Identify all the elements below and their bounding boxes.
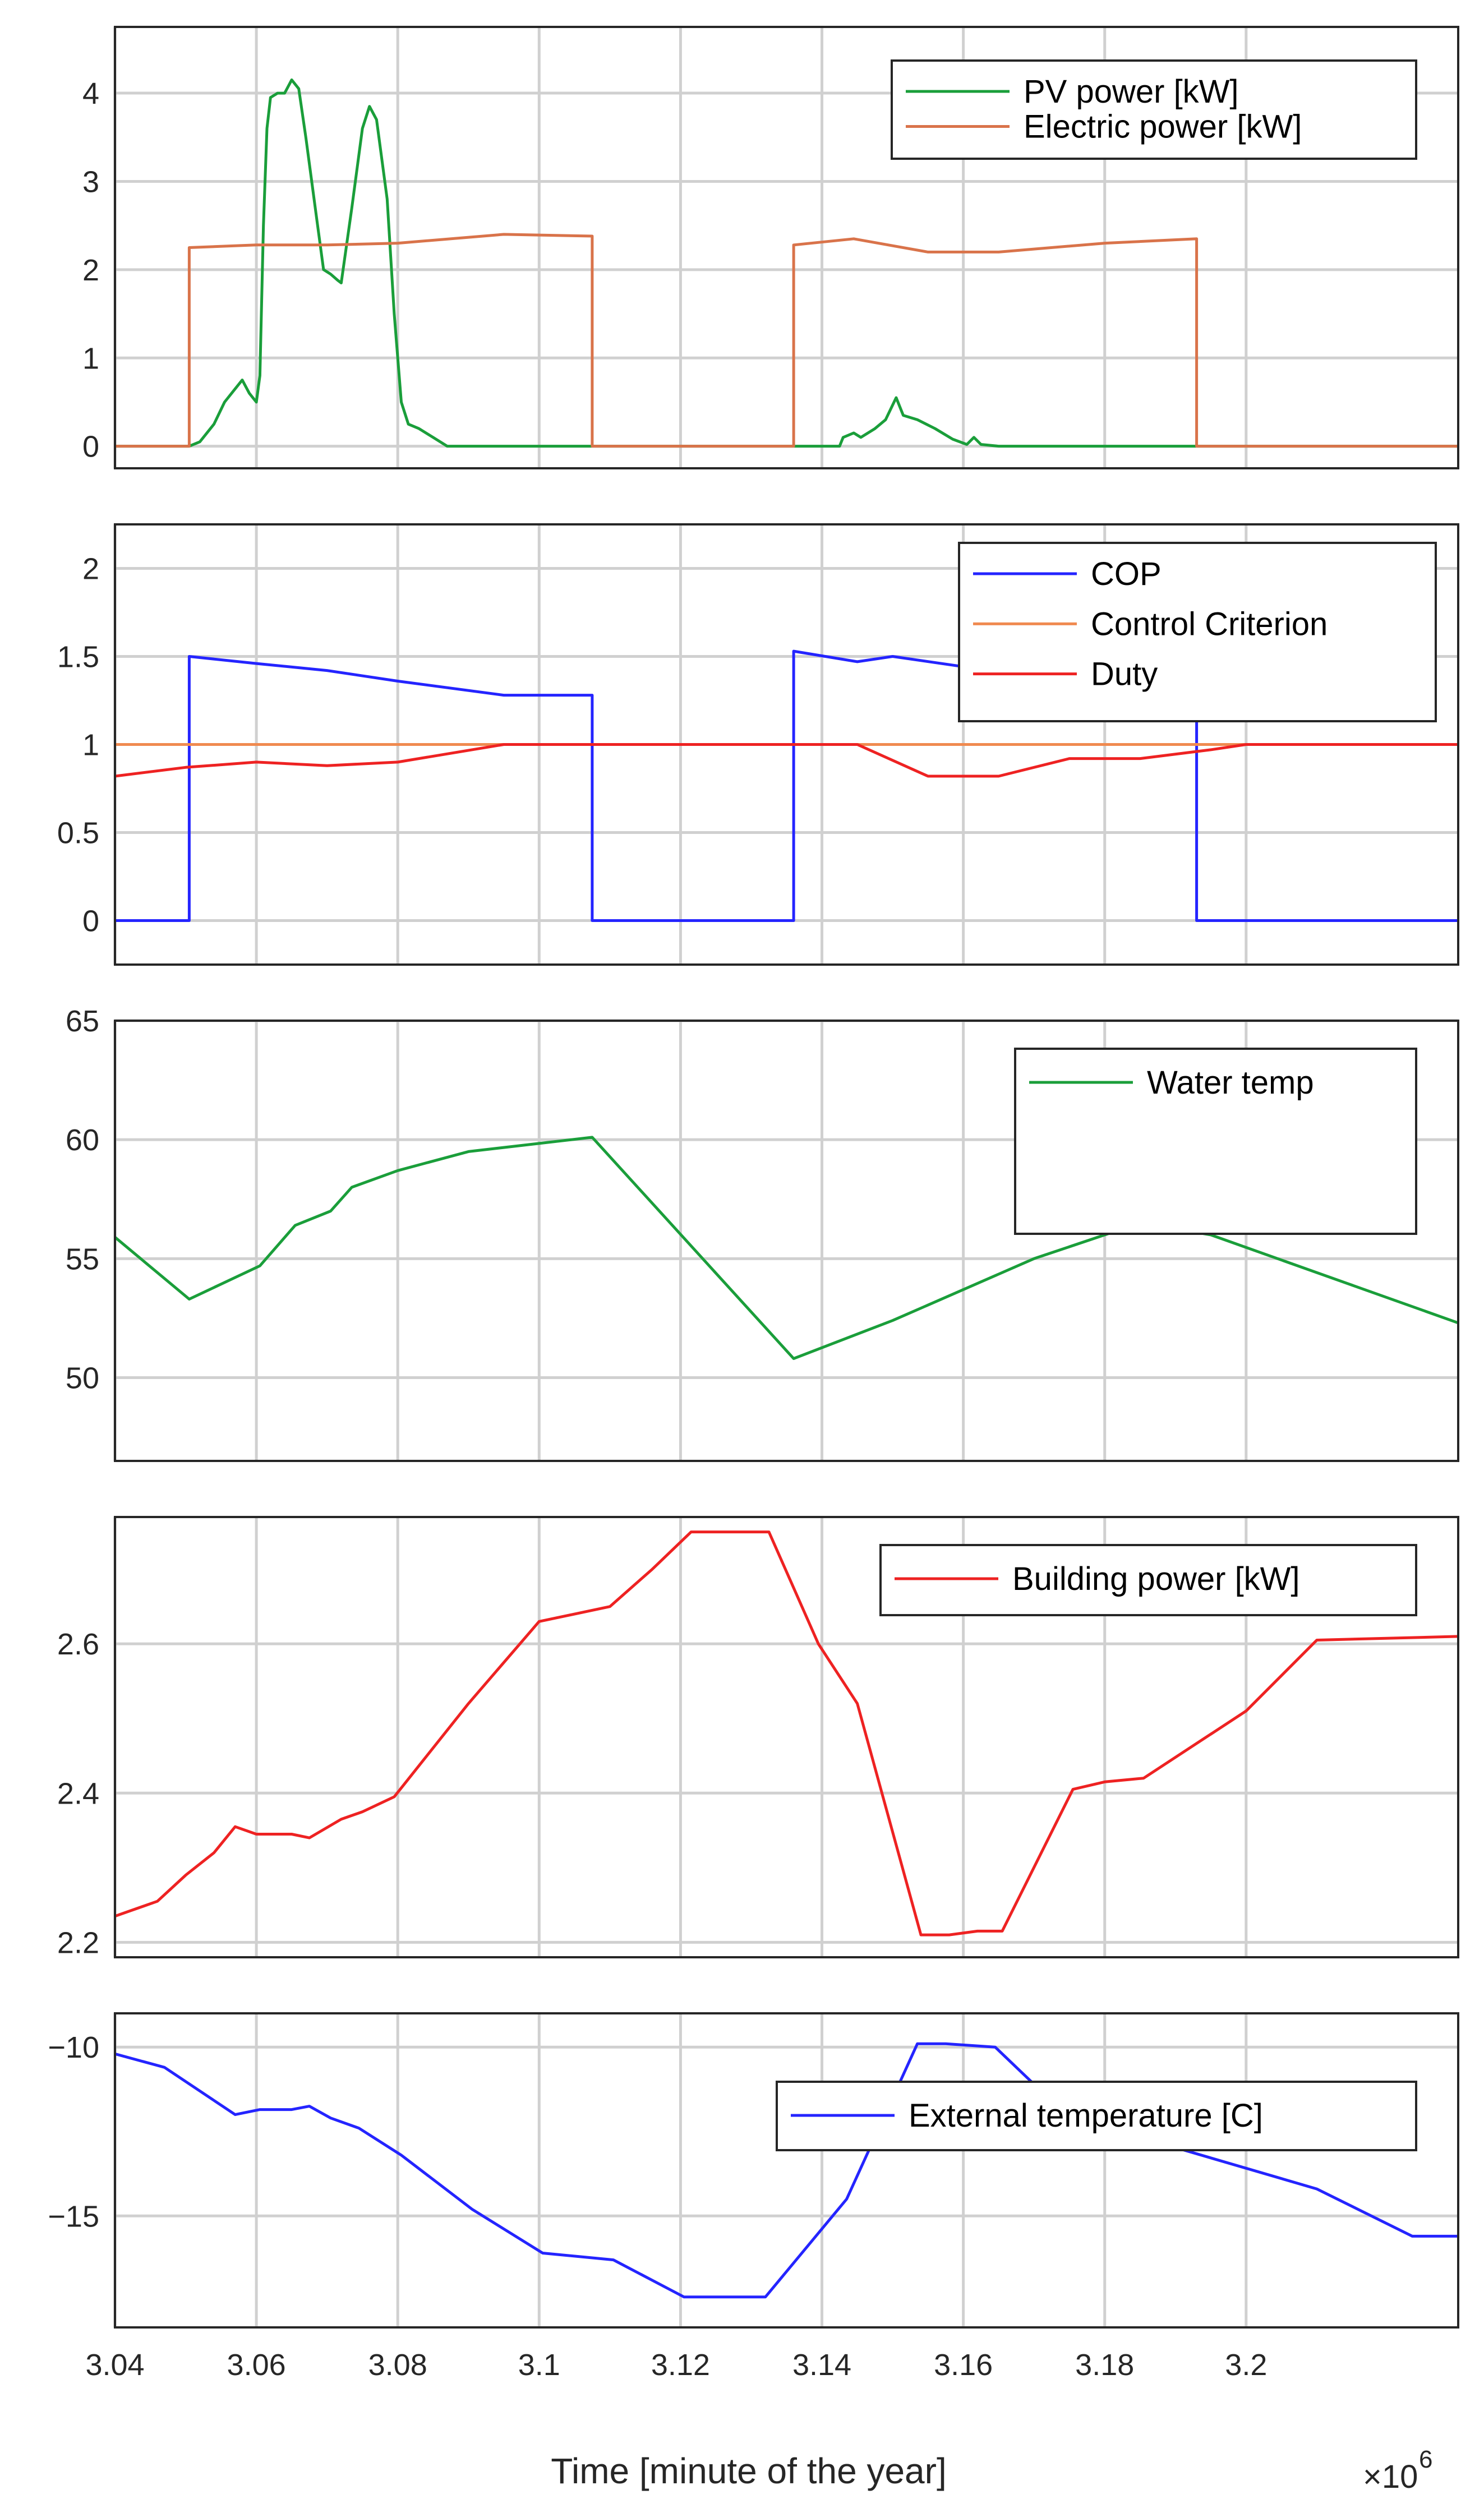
series-line-power-1 xyxy=(115,233,1458,448)
ytick-label-cop-3: 1.5 xyxy=(57,640,99,674)
ytick-label-power-0: 0 xyxy=(82,430,99,464)
panel-power: 0 1 2 3 4 PV power [kW]Electric power [kW] xyxy=(82,26,1459,469)
xtick-label-5: 3.14 xyxy=(792,2348,851,2382)
ytick-label-power-1: 1 xyxy=(82,342,99,375)
axes-frame-external xyxy=(114,2012,1459,2329)
series-group-power xyxy=(115,78,1458,448)
ytick-label-water-1: 55 xyxy=(66,1242,99,1276)
legend-box-water xyxy=(1014,1048,1417,1235)
x-axis-title: Time [minute of the year] xyxy=(551,2451,946,2491)
ytick-label-power-2: 2 xyxy=(82,253,99,287)
series-line-building-0 xyxy=(115,1530,1458,1937)
xtick-label-6: 3.16 xyxy=(934,2348,993,2382)
ytick-label-external-0: −15 xyxy=(48,2200,99,2233)
series-group-building xyxy=(115,1530,1458,1937)
xtick-label-8: 3.2 xyxy=(1225,2348,1267,2382)
axes-frame-power xyxy=(114,26,1459,469)
ytick-label-cop-1: 0.5 xyxy=(57,817,99,850)
legend-label-cop-1: Control Criterion xyxy=(1091,606,1328,642)
ytick-label-external-1: −10 xyxy=(48,2031,99,2064)
ytick-label-power-4: 4 xyxy=(82,77,99,110)
panels: 0 1 2 3 4 PV power [kW]Electric power [kW] 0 0.… xyxy=(48,26,1459,2329)
ytick-label-building-2: 2.6 xyxy=(57,1627,99,1661)
legend-water: Water temp xyxy=(1014,1048,1417,1235)
panel-external: −15 −10 External temperature [C] xyxy=(48,2012,1459,2329)
xtick-label-4: 3.12 xyxy=(651,2348,710,2382)
panel-cop: 0 0.5 1 1.5 2 COP Control Criterion Duty xyxy=(57,523,1459,966)
x-exponent-power: 6 xyxy=(1419,2446,1432,2473)
legend-label-building-0: Building power [kW] xyxy=(1012,1561,1300,1597)
legend-external: External temperature [C] xyxy=(776,2081,1417,2151)
panel-water: 50 55 60 65 Water temp xyxy=(66,1004,1459,1462)
xtick-label-2: 3.08 xyxy=(368,2348,427,2382)
series-line-power-0 xyxy=(115,78,1458,448)
grid-external xyxy=(113,2013,1458,2327)
ytick-label-water-3: 65 xyxy=(66,1004,99,1038)
ytick-label-cop-2: 1 xyxy=(82,729,99,762)
panel-building: 2.2 2.4 2.6 Building power [kW] xyxy=(57,1516,1459,1959)
xtick-label-7: 3.18 xyxy=(1075,2348,1134,2382)
legend-label-cop-2: Duty xyxy=(1091,656,1158,693)
legend-power: PV power [kW]Electric power [kW] xyxy=(891,59,1417,160)
xtick-label-3: 3.1 xyxy=(518,2348,560,2382)
legend-label-power-1: Electric power [kW] xyxy=(1024,109,1302,145)
legend-label-cop-0: COP xyxy=(1091,556,1162,592)
series-line-cop-2 xyxy=(115,743,1458,778)
ytick-label-water-2: 60 xyxy=(66,1123,99,1157)
legend-label-power-0: PV power [kW] xyxy=(1024,73,1239,110)
x-exponent-base: ×10 xyxy=(1363,2459,1418,2495)
legend-cop: COP Control Criterion Duty xyxy=(958,542,1437,722)
legend-label-external-0: External temperature [C] xyxy=(909,2097,1263,2134)
ytick-label-cop-0: 0 xyxy=(82,905,99,938)
axes-frame-water xyxy=(114,1020,1459,1462)
x-axis: 3.04 3.06 3.08 3.1 3.12 3.14 3.16 3.18 3.2 xyxy=(85,2348,1267,2382)
xtick-label-0: 3.04 xyxy=(85,2348,144,2382)
ytick-label-building-1: 2.4 xyxy=(57,1777,99,1810)
legend-building: Building power [kW] xyxy=(879,1544,1417,1616)
x-exponent: ×10 6 xyxy=(1363,2446,1432,2495)
ytick-label-cop-4: 2 xyxy=(82,552,99,586)
ytick-label-water-0: 50 xyxy=(66,1361,99,1395)
legend-box-power xyxy=(891,59,1417,160)
xtick-label-1: 3.06 xyxy=(227,2348,286,2382)
ytick-label-building-0: 2.2 xyxy=(57,1926,99,1959)
axes-frame-building xyxy=(114,1516,1459,1958)
legend-label-water-0: Water temp xyxy=(1147,1064,1314,1101)
ytick-label-power-3: 3 xyxy=(82,165,99,199)
axes-frame-cop xyxy=(114,523,1459,966)
